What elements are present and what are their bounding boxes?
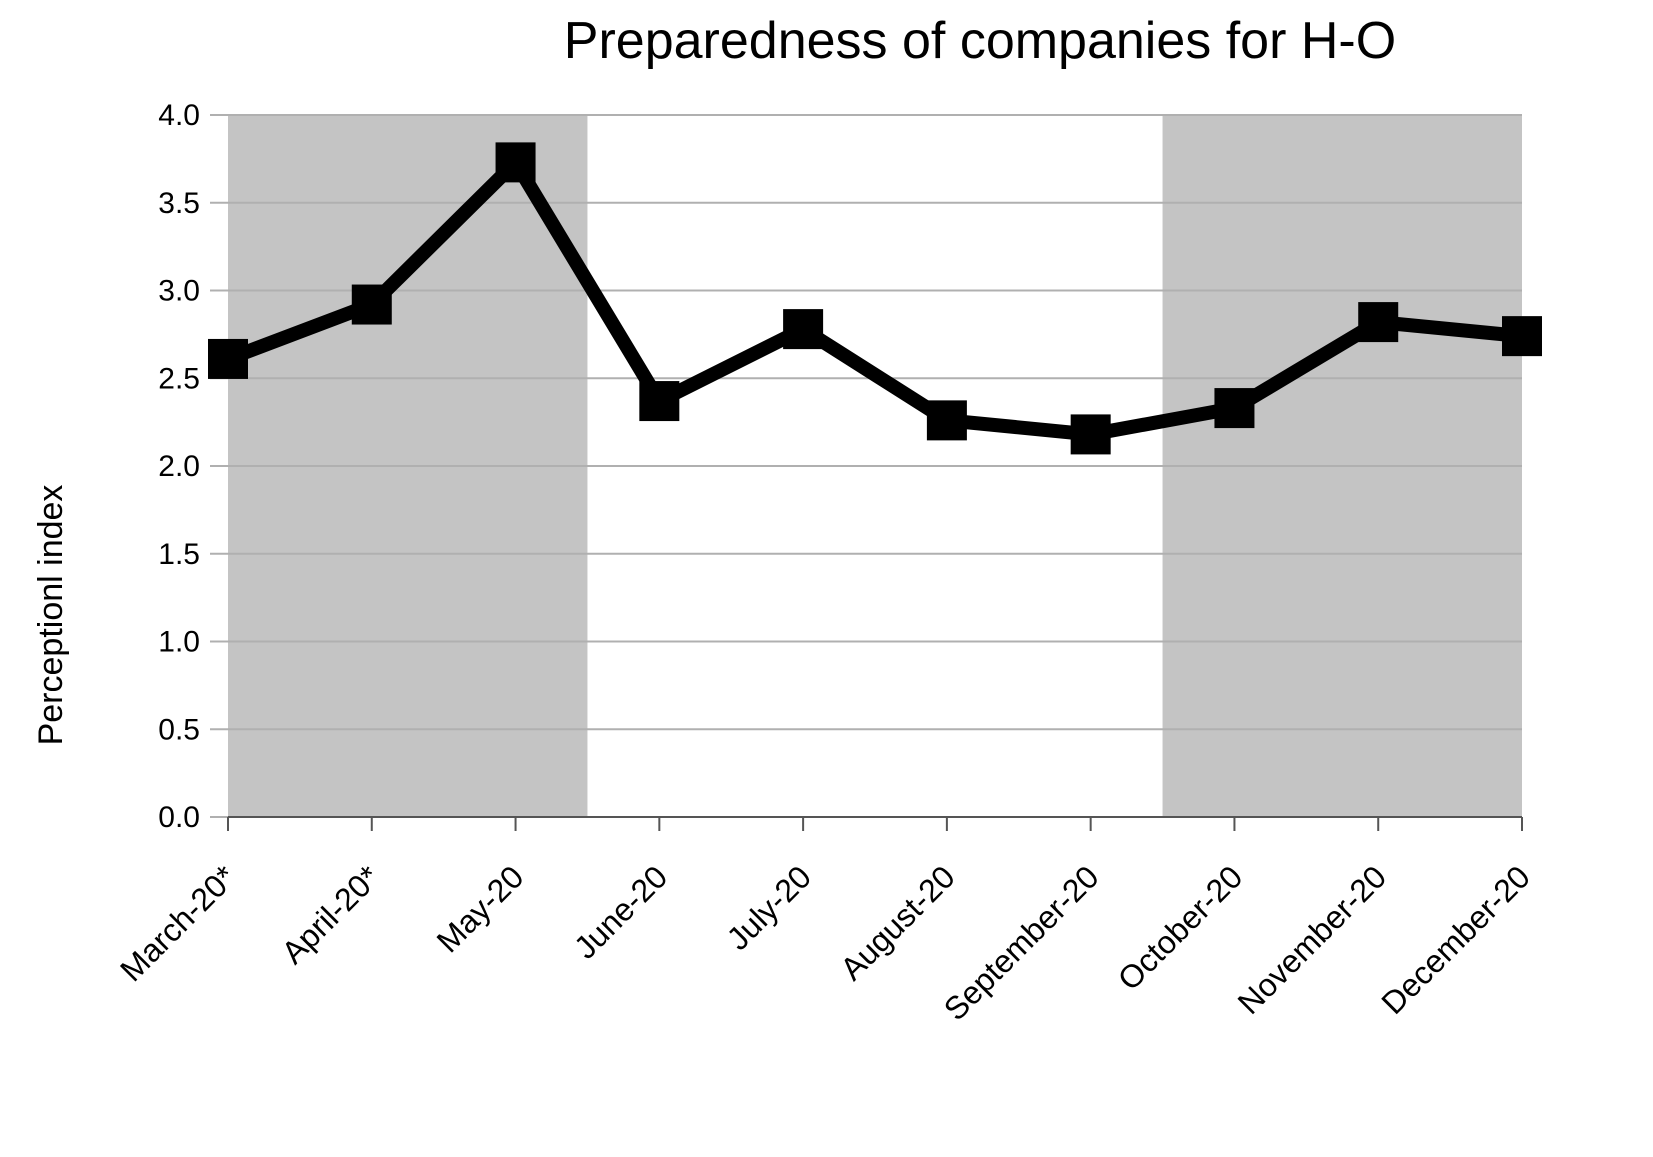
y-tick-label: 0.0 [158, 801, 200, 834]
data-point-marker [1214, 388, 1255, 429]
x-tick-label: November-20 [1231, 858, 1394, 1021]
gridlines [210, 114, 1522, 818]
data-point-marker [1502, 316, 1542, 357]
x-tick-label: May-20 [430, 858, 531, 959]
y-tick-label: 3.5 [158, 187, 200, 220]
x-tick-label: December-20 [1374, 858, 1537, 1021]
data-point-marker [495, 142, 536, 183]
data-point-marker [1358, 302, 1399, 343]
x-tick-label: September-20 [937, 858, 1106, 1027]
x-tick-label: October-20 [1111, 858, 1250, 997]
data-point-marker [1070, 414, 1111, 455]
x-tick-label: August-20 [833, 858, 962, 987]
y-tick-label: 1.0 [158, 626, 200, 659]
data-point-marker [351, 284, 392, 325]
y-tick-label: 4.0 [158, 99, 200, 132]
data-point-marker [208, 338, 248, 379]
y-tick-label: 0.5 [158, 713, 200, 746]
data-point-marker [783, 309, 824, 350]
y-tick-label: 2.5 [158, 362, 200, 395]
data-point-marker [926, 400, 967, 441]
chart-title: Preparedness of companies for H-O [564, 12, 1396, 70]
series-line [225, 151, 1523, 442]
y-tick-label: 3.0 [158, 275, 200, 308]
x-tick-label: June-20 [567, 858, 674, 965]
y-tick-labels: 0.0 0.5 1.0 1.5 2.0 2.5 3.0 3.5 4.0 [158, 99, 200, 834]
axes [227, 816, 1523, 831]
x-tick-label: July-20 [720, 858, 818, 956]
y-tick-label: 1.5 [158, 538, 200, 571]
y-axis-label: Perceptionl index [32, 485, 70, 746]
series-layer [208, 142, 1542, 455]
x-tick-labels: March-20* April-20* May-20 June-20 July-20 Au… [113, 858, 1537, 1027]
x-tick-label: April-20* [274, 858, 386, 970]
y-tick-label: 2.0 [158, 450, 200, 483]
x-tick-label: March-20* [113, 858, 243, 988]
data-point-marker [639, 381, 680, 422]
